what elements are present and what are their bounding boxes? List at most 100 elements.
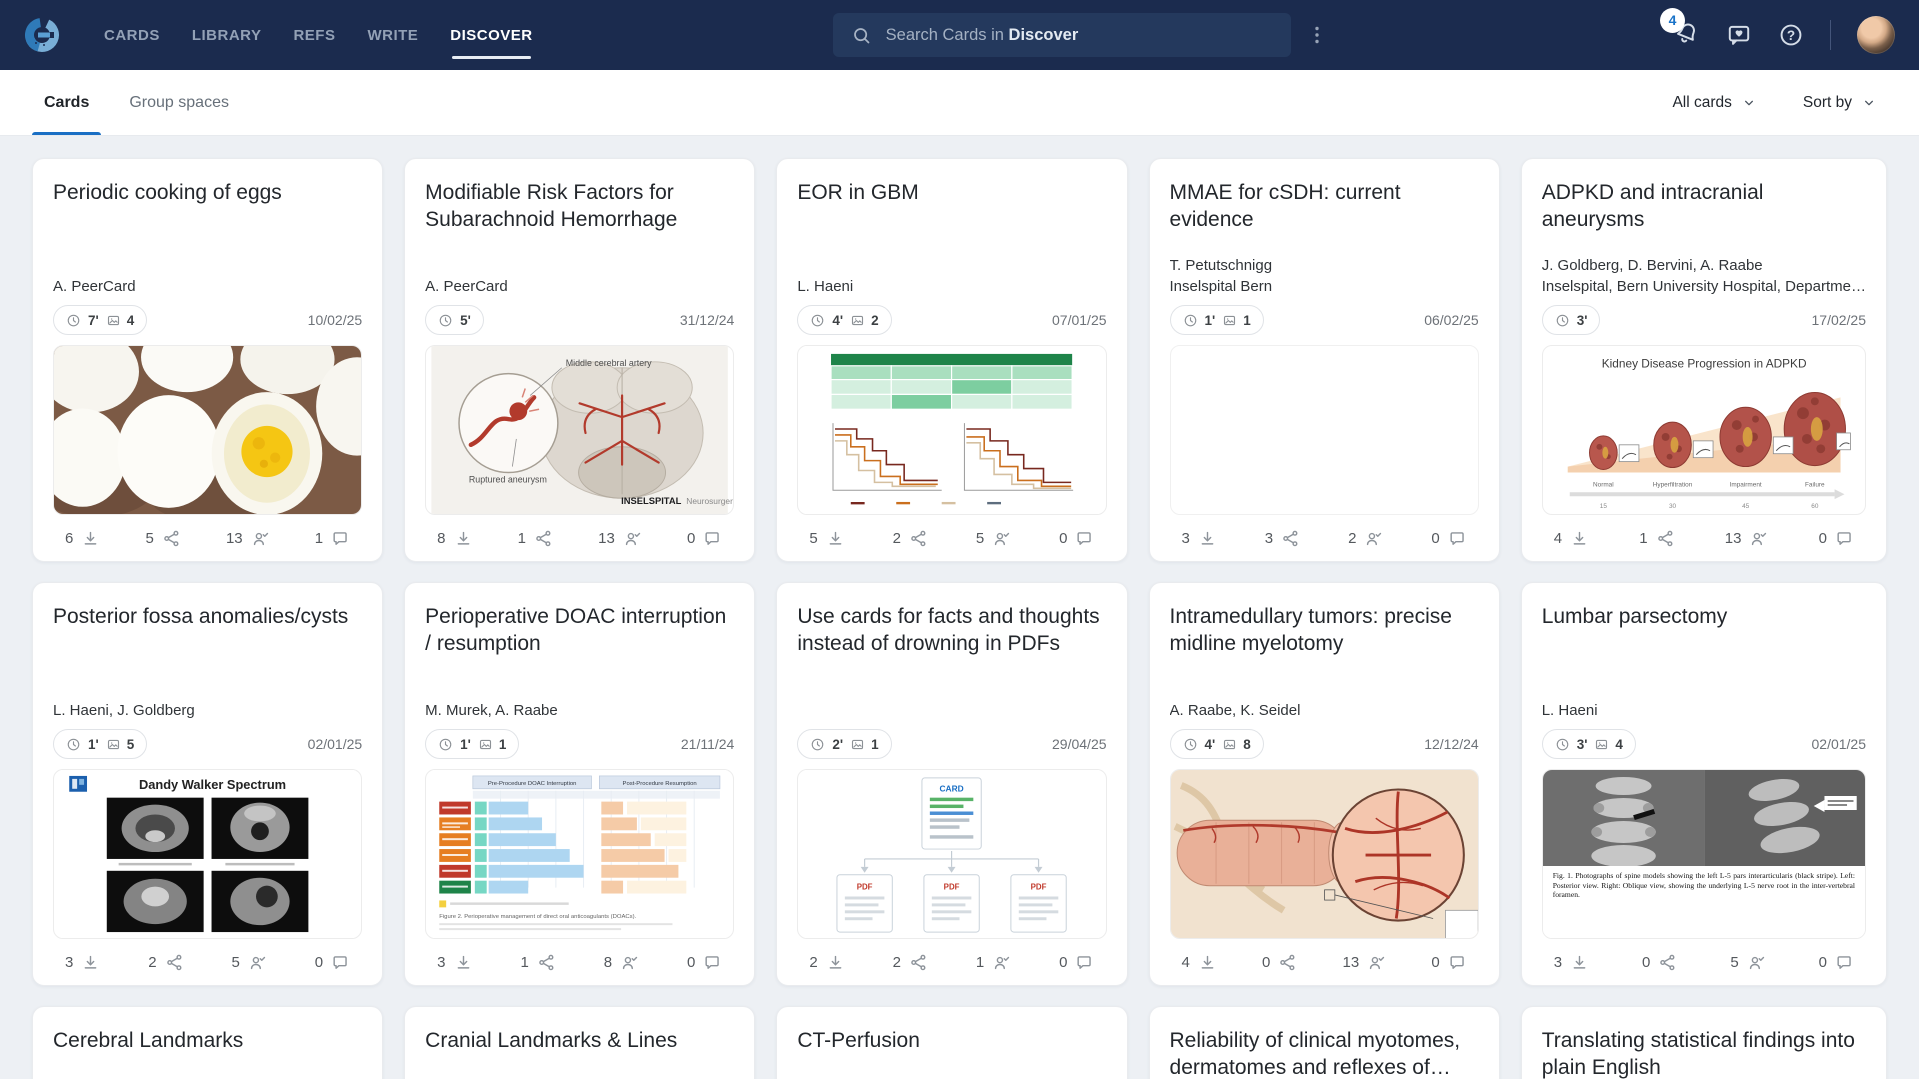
- comments-stat[interactable]: 0: [1431, 953, 1466, 972]
- downloads-stat[interactable]: 3: [437, 953, 472, 972]
- feedback-icon[interactable]: [1726, 22, 1752, 48]
- users-stat[interactable]: 13: [598, 529, 642, 548]
- comments-stat[interactable]: 0: [1819, 953, 1854, 972]
- card-lumbar-parsectomy[interactable]: Lumbar parsectomy L. Haeni 3' 4 02/01/25: [1520, 582, 1887, 986]
- card-cranial-landmarks-lines[interactable]: Cranial Landmarks & Lines: [404, 1006, 756, 1079]
- users-stat[interactable]: 13: [1725, 529, 1769, 548]
- discover-content: Periodic cooking of eggs A. PeerCard 7' 4…: [0, 136, 1919, 1079]
- comments-stat[interactable]: 1: [315, 529, 350, 548]
- user-check-icon: [1367, 953, 1386, 972]
- search-placeholder: Search Cards in Discover: [885, 25, 1079, 44]
- comments-stat[interactable]: 0: [1059, 529, 1094, 548]
- shares-stat[interactable]: 1: [518, 529, 553, 548]
- downloads-stat[interactable]: 3: [1554, 953, 1589, 972]
- card-adpkd-aneurysms[interactable]: ADPKD and intracranial aneurysms J. Gold…: [1520, 158, 1887, 562]
- user-avatar[interactable]: [1857, 16, 1895, 54]
- sort-dropdown[interactable]: Sort by: [1803, 94, 1877, 112]
- downloads-stat[interactable]: 3: [65, 953, 100, 972]
- tab-cards[interactable]: Cards: [32, 70, 102, 135]
- card-date: 10/02/25: [307, 312, 363, 328]
- comments-stat[interactable]: 0: [687, 529, 722, 548]
- shares-stat[interactable]: 1: [1639, 529, 1674, 548]
- comment-icon: [1835, 953, 1854, 972]
- shares-stat[interactable]: 5: [145, 529, 180, 548]
- card-ct-perfusion[interactable]: CT-Perfusion: [776, 1006, 1128, 1079]
- downloads-stat[interactable]: 5: [809, 529, 844, 548]
- thumb-pdf-label: PDF: [944, 883, 960, 892]
- downloads-stat[interactable]: 4: [1182, 953, 1217, 972]
- card-thumbnail-spine-models: Fig. 1. Photographs of spine models show…: [1541, 769, 1866, 939]
- users-stat[interactable]: 13: [1343, 953, 1387, 972]
- comment-icon: [1448, 953, 1467, 972]
- downloads-stat[interactable]: 3: [1182, 529, 1217, 548]
- stage-label: Impairment: [1729, 481, 1761, 488]
- image-count: 1: [478, 737, 506, 752]
- card-modifiable-risk-factors-sah[interactable]: Modifiable Risk Factors for Subarachnoid…: [404, 158, 756, 562]
- tick-label: 15: [1599, 503, 1607, 510]
- card-authors: L. Haeni: [1541, 702, 1598, 719]
- card-meta: 2' 1 29/04/25: [797, 729, 1107, 759]
- nav-item-refs[interactable]: REFS: [293, 26, 336, 44]
- users-stat[interactable]: 13: [226, 529, 270, 548]
- comments-stat[interactable]: 0: [1059, 953, 1094, 972]
- nav-item-write[interactable]: WRITE: [367, 26, 419, 44]
- card-meta-pill: 1' 1: [1169, 305, 1264, 335]
- card-use-cards-not-pdfs[interactable]: Use cards for facts and thoughts instead…: [776, 582, 1128, 986]
- card-head: CT-Perfusion: [797, 1027, 1106, 1079]
- notifications-button[interactable]: 4: [1660, 7, 1700, 51]
- shares-stat[interactable]: 3: [1265, 529, 1300, 548]
- card-translating-statistics[interactable]: Translating statistical findings into pl…: [1520, 1006, 1887, 1079]
- card-title: Cerebral Landmarks: [53, 1029, 244, 1052]
- tab-group-spaces[interactable]: Group spaces: [129, 93, 229, 111]
- comments-stat[interactable]: 0: [687, 953, 722, 972]
- users-stat[interactable]: 5: [232, 953, 267, 972]
- shares-stat[interactable]: 2: [893, 953, 928, 972]
- card-head: MMAE for cSDH: current evidence T. Petut…: [1170, 179, 1479, 297]
- downloads-stat[interactable]: 6: [65, 529, 100, 548]
- app-logo-icon[interactable]: [24, 17, 60, 53]
- card-mmae-for-csdh[interactable]: MMAE for cSDH: current evidence T. Petut…: [1148, 158, 1500, 562]
- card-head: Perioperative DOAC interruption / resump…: [425, 603, 734, 721]
- card-cerebral-landmarks[interactable]: Cerebral Landmarks: [32, 1006, 384, 1079]
- card-date: 29/04/25: [1052, 736, 1107, 752]
- nav-item-library[interactable]: LIBRARY: [191, 26, 262, 44]
- comments-stat[interactable]: 0: [1819, 529, 1854, 548]
- card-meta-pill: 2' 1: [797, 729, 892, 759]
- card-reliability-myotomes[interactable]: Reliability of clinical myotomes, dermat…: [1148, 1006, 1500, 1079]
- more-options-icon[interactable]: [1305, 23, 1329, 47]
- shares-stat[interactable]: 1: [520, 953, 555, 972]
- card-posterior-fossa-anomalies[interactable]: Posterior fossa anomalies/cysts L. Haeni…: [32, 582, 384, 986]
- comments-stat[interactable]: 0: [1431, 529, 1466, 548]
- downloads-stat[interactable]: 4: [1554, 529, 1589, 548]
- card-perioperative-doac[interactable]: Perioperative DOAC interruption / resump…: [404, 582, 756, 986]
- app-header: CARDS LIBRARY REFS WRITE DISCOVER Search…: [0, 0, 1919, 70]
- card-date: 21/11/24: [680, 736, 735, 752]
- downloads-stat[interactable]: 2: [809, 953, 844, 972]
- thumb-caption: Figure 2. Perioperative management of di…: [439, 914, 636, 920]
- share-icon: [537, 953, 556, 972]
- search-input[interactable]: Search Cards in Discover: [832, 13, 1291, 57]
- nav-item-cards[interactable]: CARDS: [104, 26, 160, 44]
- users-stat[interactable]: 5: [1730, 953, 1765, 972]
- card-eor-in-gbm[interactable]: EOR in GBM L. Haeni 4' 2 07/01/25: [776, 158, 1128, 562]
- user-check-icon: [623, 529, 642, 548]
- help-icon[interactable]: [1778, 22, 1804, 48]
- users-stat[interactable]: 5: [976, 529, 1011, 548]
- comments-stat[interactable]: 0: [315, 953, 350, 972]
- download-icon: [1198, 953, 1217, 972]
- card-meta: 1' 5 02/01/25: [53, 729, 362, 759]
- filter-dropdown[interactable]: All cards: [1672, 94, 1756, 112]
- card-periodic-cooking-of-eggs[interactable]: Periodic cooking of eggs A. PeerCard 7' 4…: [32, 158, 384, 562]
- shares-stat[interactable]: 0: [1642, 953, 1677, 972]
- clock-icon: [1183, 313, 1198, 328]
- shares-stat[interactable]: 2: [148, 953, 183, 972]
- downloads-stat[interactable]: 8: [437, 529, 472, 548]
- users-stat[interactable]: 1: [976, 953, 1011, 972]
- users-stat[interactable]: 2: [1348, 529, 1383, 548]
- card-intramedullary-tumors[interactable]: Intramedullary tumors: precise midline m…: [1148, 582, 1500, 986]
- clock-icon: [1555, 313, 1570, 328]
- shares-stat[interactable]: 0: [1262, 953, 1297, 972]
- shares-stat[interactable]: 2: [893, 529, 928, 548]
- nav-item-discover[interactable]: DISCOVER: [450, 26, 533, 59]
- users-stat[interactable]: 8: [604, 953, 639, 972]
